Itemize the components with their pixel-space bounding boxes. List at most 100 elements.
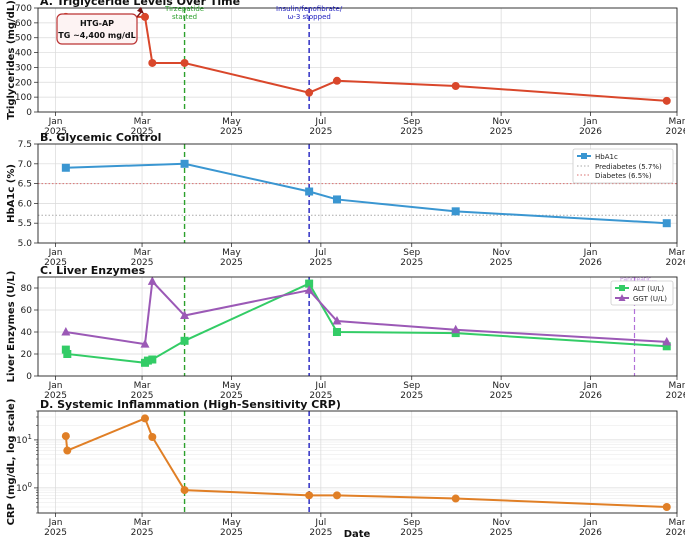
event-label: Insulin/fenofibrate/ [276,5,343,13]
x-tick-label-year: 2025 [220,391,243,401]
x-tick-label-year: 2025 [44,127,67,137]
x-tick-label: Jul [314,117,326,127]
x-tick-label: Jan [583,518,598,528]
legend-label: Prediabetes (5.7%) [595,163,662,171]
x-tick-label: Sep [403,248,420,258]
annotation-line-2: TG ~4,400 mg/dL [58,31,135,40]
series-line [65,15,667,102]
y-tick-label-exp: 0 [28,481,32,489]
data-point [61,327,71,336]
data-point [180,486,189,495]
data-point [305,187,314,196]
x-tick-label: Mar [134,117,151,127]
x-tick-label: Mar [669,518,685,528]
x-tick-label: Mar [134,518,151,528]
x-tick-label: Mar [669,381,685,391]
panel-title: C. Liver Enzymes [40,264,146,277]
data-point [662,336,672,346]
y-tick-label: 20 [21,350,33,360]
y-tick-label: 700 [15,4,32,14]
panel-title: A. Triglyceride Levels Over Time [40,0,240,8]
series-line [65,162,667,225]
y-tick-label: 100 [16,481,32,494]
x-tick-label-year: 2026 [579,258,602,268]
data-point [63,350,72,358]
y-tick-label: 60 [21,306,33,316]
x-tick-label: Jan [48,248,63,258]
data-point [332,76,341,85]
x-tick-label: Jan [583,381,598,391]
x-tick-label: Sep [403,518,420,528]
x-tick-label: Jan [583,117,598,127]
x-tick-label: Jul [314,248,326,258]
data-point [61,163,70,172]
x-tick-label: May [222,518,241,528]
y-tick-label: 80 [21,284,33,294]
data-point [61,345,70,354]
data-point [662,96,671,105]
data-point [140,339,150,348]
x-tick-label-year: 2026 [579,391,602,401]
y-tick-label: 300 [15,63,32,73]
x-tick-label-year: 2025 [309,391,332,401]
y-tick-label: 5.5 [18,219,32,229]
legend-swatch-marker [581,153,587,159]
x-tick-label-year: 2025 [131,258,154,268]
panel-d: 100101Jan2025Mar2025May2025Jul2025Sep202… [6,398,685,538]
y-tick-label: 40 [21,328,33,338]
event-label: started [172,13,197,21]
data-point [662,503,671,512]
x-tick-label: Mar [134,381,151,391]
x-tick-label: May [222,381,241,391]
y-tick-label-base: 10 [16,436,28,446]
x-tick-label: Nov [492,248,510,258]
x-tick-label-year: 2025 [490,127,513,137]
data-point [180,336,189,345]
x-tick-label-year: 2025 [490,391,513,401]
data-point [180,310,190,319]
x-tick-label: Sep [403,381,420,391]
x-tick-label-year: 2025 [131,127,154,137]
y-tick-label: 101 [16,433,32,446]
y-axis-label: CRP (mg/dL, log scale) [6,399,17,526]
x-tick-label: Nov [492,381,510,391]
x-tick-label-year: 2025 [220,528,243,538]
panel-c: 020406080Jan2025Mar2025May2025Jul2025Sep… [6,264,685,401]
legend-swatch-marker [619,285,625,291]
x-tick-label-year: 2026 [579,127,602,137]
data-point [140,12,149,21]
plot-frame [37,143,678,244]
data-point [140,414,149,423]
x-tick-label-year: 2025 [131,391,154,401]
x-tick-label-year: 2026 [666,258,685,268]
y-tick-label: 400 [15,49,32,59]
x-tick-label: Jan [48,381,63,391]
x-tick-label: Jan [48,518,63,528]
y-tick-label: 100 [15,93,32,103]
series-line [65,279,667,346]
x-tick-label-year: 2026 [666,127,685,137]
panel-b: 5.05.56.06.57.07.5Jan2025Mar2025May2025J… [6,131,685,268]
series-line [64,282,667,364]
y-tick-label-base: 10 [16,484,28,494]
extra-event-label: Pancreatic... [620,276,657,283]
data-point [305,88,314,97]
data-point [180,159,189,168]
x-tick-label-year: 2025 [131,528,154,538]
x-tick-label-year: 2025 [44,528,67,538]
y-tick-label-exp: 1 [28,433,32,441]
x-tick-label-year: 2025 [400,127,423,137]
x-tick-label-year: 2025 [309,528,332,538]
data-point [61,432,70,441]
x-tick-label: Mar [669,117,685,127]
x-tick-label: Jul [314,518,326,528]
x-tick-label: Mar [134,248,151,258]
annotation-box [56,13,138,45]
data-point [148,58,157,67]
y-tick-label: 6.0 [18,199,33,209]
data-point [451,82,460,90]
x-tick-label-year: 2025 [490,528,513,538]
x-tick-label-year: 2025 [400,391,423,401]
x-tick-label-year: 2025 [400,258,423,268]
